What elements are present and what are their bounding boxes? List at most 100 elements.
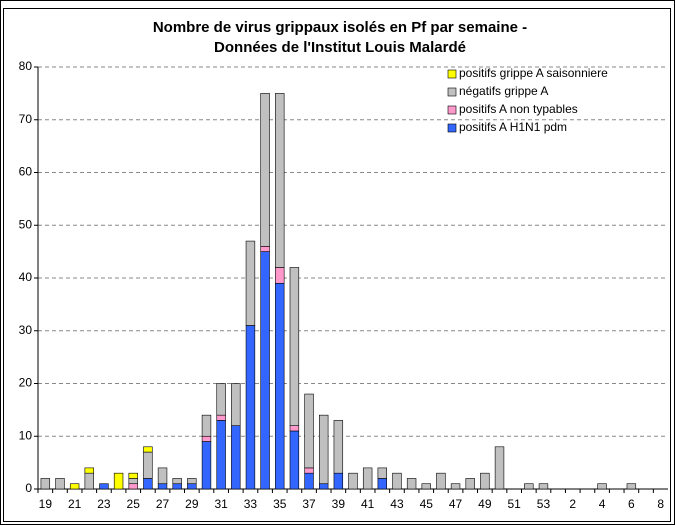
bar-segment: [245, 325, 256, 490]
bar-segment: [187, 483, 197, 490]
bar-segment: [275, 267, 285, 284]
y-tick-label: 30: [19, 323, 33, 337]
legend-swatch: [447, 69, 457, 79]
x-tick-label: 51: [507, 497, 521, 511]
y-tick-label: 80: [19, 59, 33, 73]
x-tick-label: 31: [214, 497, 228, 511]
bar-segment: [597, 483, 607, 490]
bar-segment: [113, 472, 124, 490]
bar-segment: [172, 478, 182, 485]
legend-swatch: [447, 123, 457, 133]
bar-segment: [55, 478, 65, 490]
x-tick-label: 39: [332, 497, 346, 511]
y-tick-label: 60: [19, 165, 33, 179]
bar-segment: [260, 93, 270, 247]
y-tick-label: 50: [19, 217, 33, 231]
x-tick-label: 2: [569, 497, 576, 511]
x-tick-label: 53: [537, 497, 551, 511]
legend-label: négatifs grippe A: [459, 84, 548, 98]
legend-label: positifs A non typables: [459, 102, 578, 116]
bar-segment: [480, 472, 490, 490]
x-tick-label: 21: [68, 497, 82, 511]
bar-segment: [289, 425, 300, 432]
y-tick-label: 70: [19, 112, 33, 126]
bar-segment: [99, 483, 109, 490]
bar-segment: [275, 282, 285, 490]
x-tick-label: 37: [302, 497, 316, 511]
bar-segment: [231, 425, 241, 490]
bar-segment: [304, 472, 314, 490]
y-tick-label: 20: [19, 376, 33, 390]
bar-segment: [450, 483, 461, 490]
y-tick-label: 0: [25, 481, 32, 495]
bar-segment: [143, 478, 153, 490]
bar-segment: [406, 478, 417, 490]
bar-segment: [201, 435, 212, 442]
bar-segment: [172, 483, 182, 490]
x-tick-label: 35: [273, 497, 287, 511]
bar-segment: [319, 483, 329, 490]
bar-segment: [538, 483, 549, 490]
bar-segment: [187, 478, 197, 485]
legend-label: positifs A H1N1 pdm: [459, 120, 567, 134]
x-tick-label: 25: [127, 497, 141, 511]
bar-segment: [128, 478, 138, 485]
x-tick-label: 8: [657, 497, 664, 511]
bar-segment: [216, 414, 226, 421]
bar-segment: [216, 420, 226, 490]
x-tick-label: 19: [39, 497, 53, 511]
bar-segment: [289, 267, 300, 427]
bar-segment: [289, 430, 300, 490]
x-tick-label: 23: [97, 497, 111, 511]
legend-swatch: [447, 87, 457, 97]
bar-segment: [362, 467, 373, 490]
x-tick-label: 29: [185, 497, 199, 511]
legend-swatch: [447, 105, 457, 115]
bar-segment: [333, 420, 344, 474]
x-tick-label: 45: [420, 497, 434, 511]
y-tick-label: 10: [19, 428, 33, 442]
bar-segment: [436, 472, 446, 490]
chart-title: Données de l'Institut Louis Malardé: [214, 39, 466, 56]
x-tick-label: 27: [156, 497, 170, 511]
x-tick-label: 4: [599, 497, 606, 511]
bar-segment: [333, 472, 344, 490]
bar-segment: [245, 240, 256, 326]
bar-segment: [40, 478, 51, 490]
bar-segment: [84, 472, 94, 490]
chart-title: Nombre de virus grippaux isolés en Pf pa…: [153, 19, 527, 36]
legend-label: positifs grippe A saisonniere: [459, 66, 608, 80]
x-tick-label: 49: [478, 497, 492, 511]
bar-segment: [304, 467, 314, 474]
bar-segment: [377, 478, 387, 490]
x-tick-label: 47: [449, 497, 463, 511]
bar-segment: [494, 446, 505, 490]
bar-segment: [319, 414, 329, 485]
bar-segment: [143, 446, 153, 453]
bar-segment: [465, 478, 475, 490]
y-tick-label: 40: [19, 270, 33, 284]
bar-segment: [69, 483, 80, 490]
bar-segment: [128, 472, 138, 479]
x-tick-label: 41: [361, 497, 375, 511]
x-tick-label: 33: [244, 497, 258, 511]
bar-segment: [84, 467, 94, 474]
x-tick-label: 43: [390, 497, 404, 511]
bar-segment: [201, 414, 212, 437]
bar-segment: [392, 472, 402, 490]
bar-segment: [348, 472, 358, 490]
bar-segment: [143, 451, 153, 479]
bar-segment: [304, 393, 314, 469]
bar-segment: [157, 467, 168, 485]
bar-segment: [231, 383, 241, 427]
bar-segment: [260, 251, 270, 490]
x-tick-label: 6: [628, 497, 635, 511]
bar-segment: [421, 483, 431, 490]
bar-segment: [524, 483, 534, 490]
bar-segment: [216, 383, 226, 416]
bar-segment: [275, 93, 285, 268]
bar-segment: [626, 483, 637, 490]
bar-segment: [201, 441, 212, 490]
bar-segment: [157, 483, 168, 490]
